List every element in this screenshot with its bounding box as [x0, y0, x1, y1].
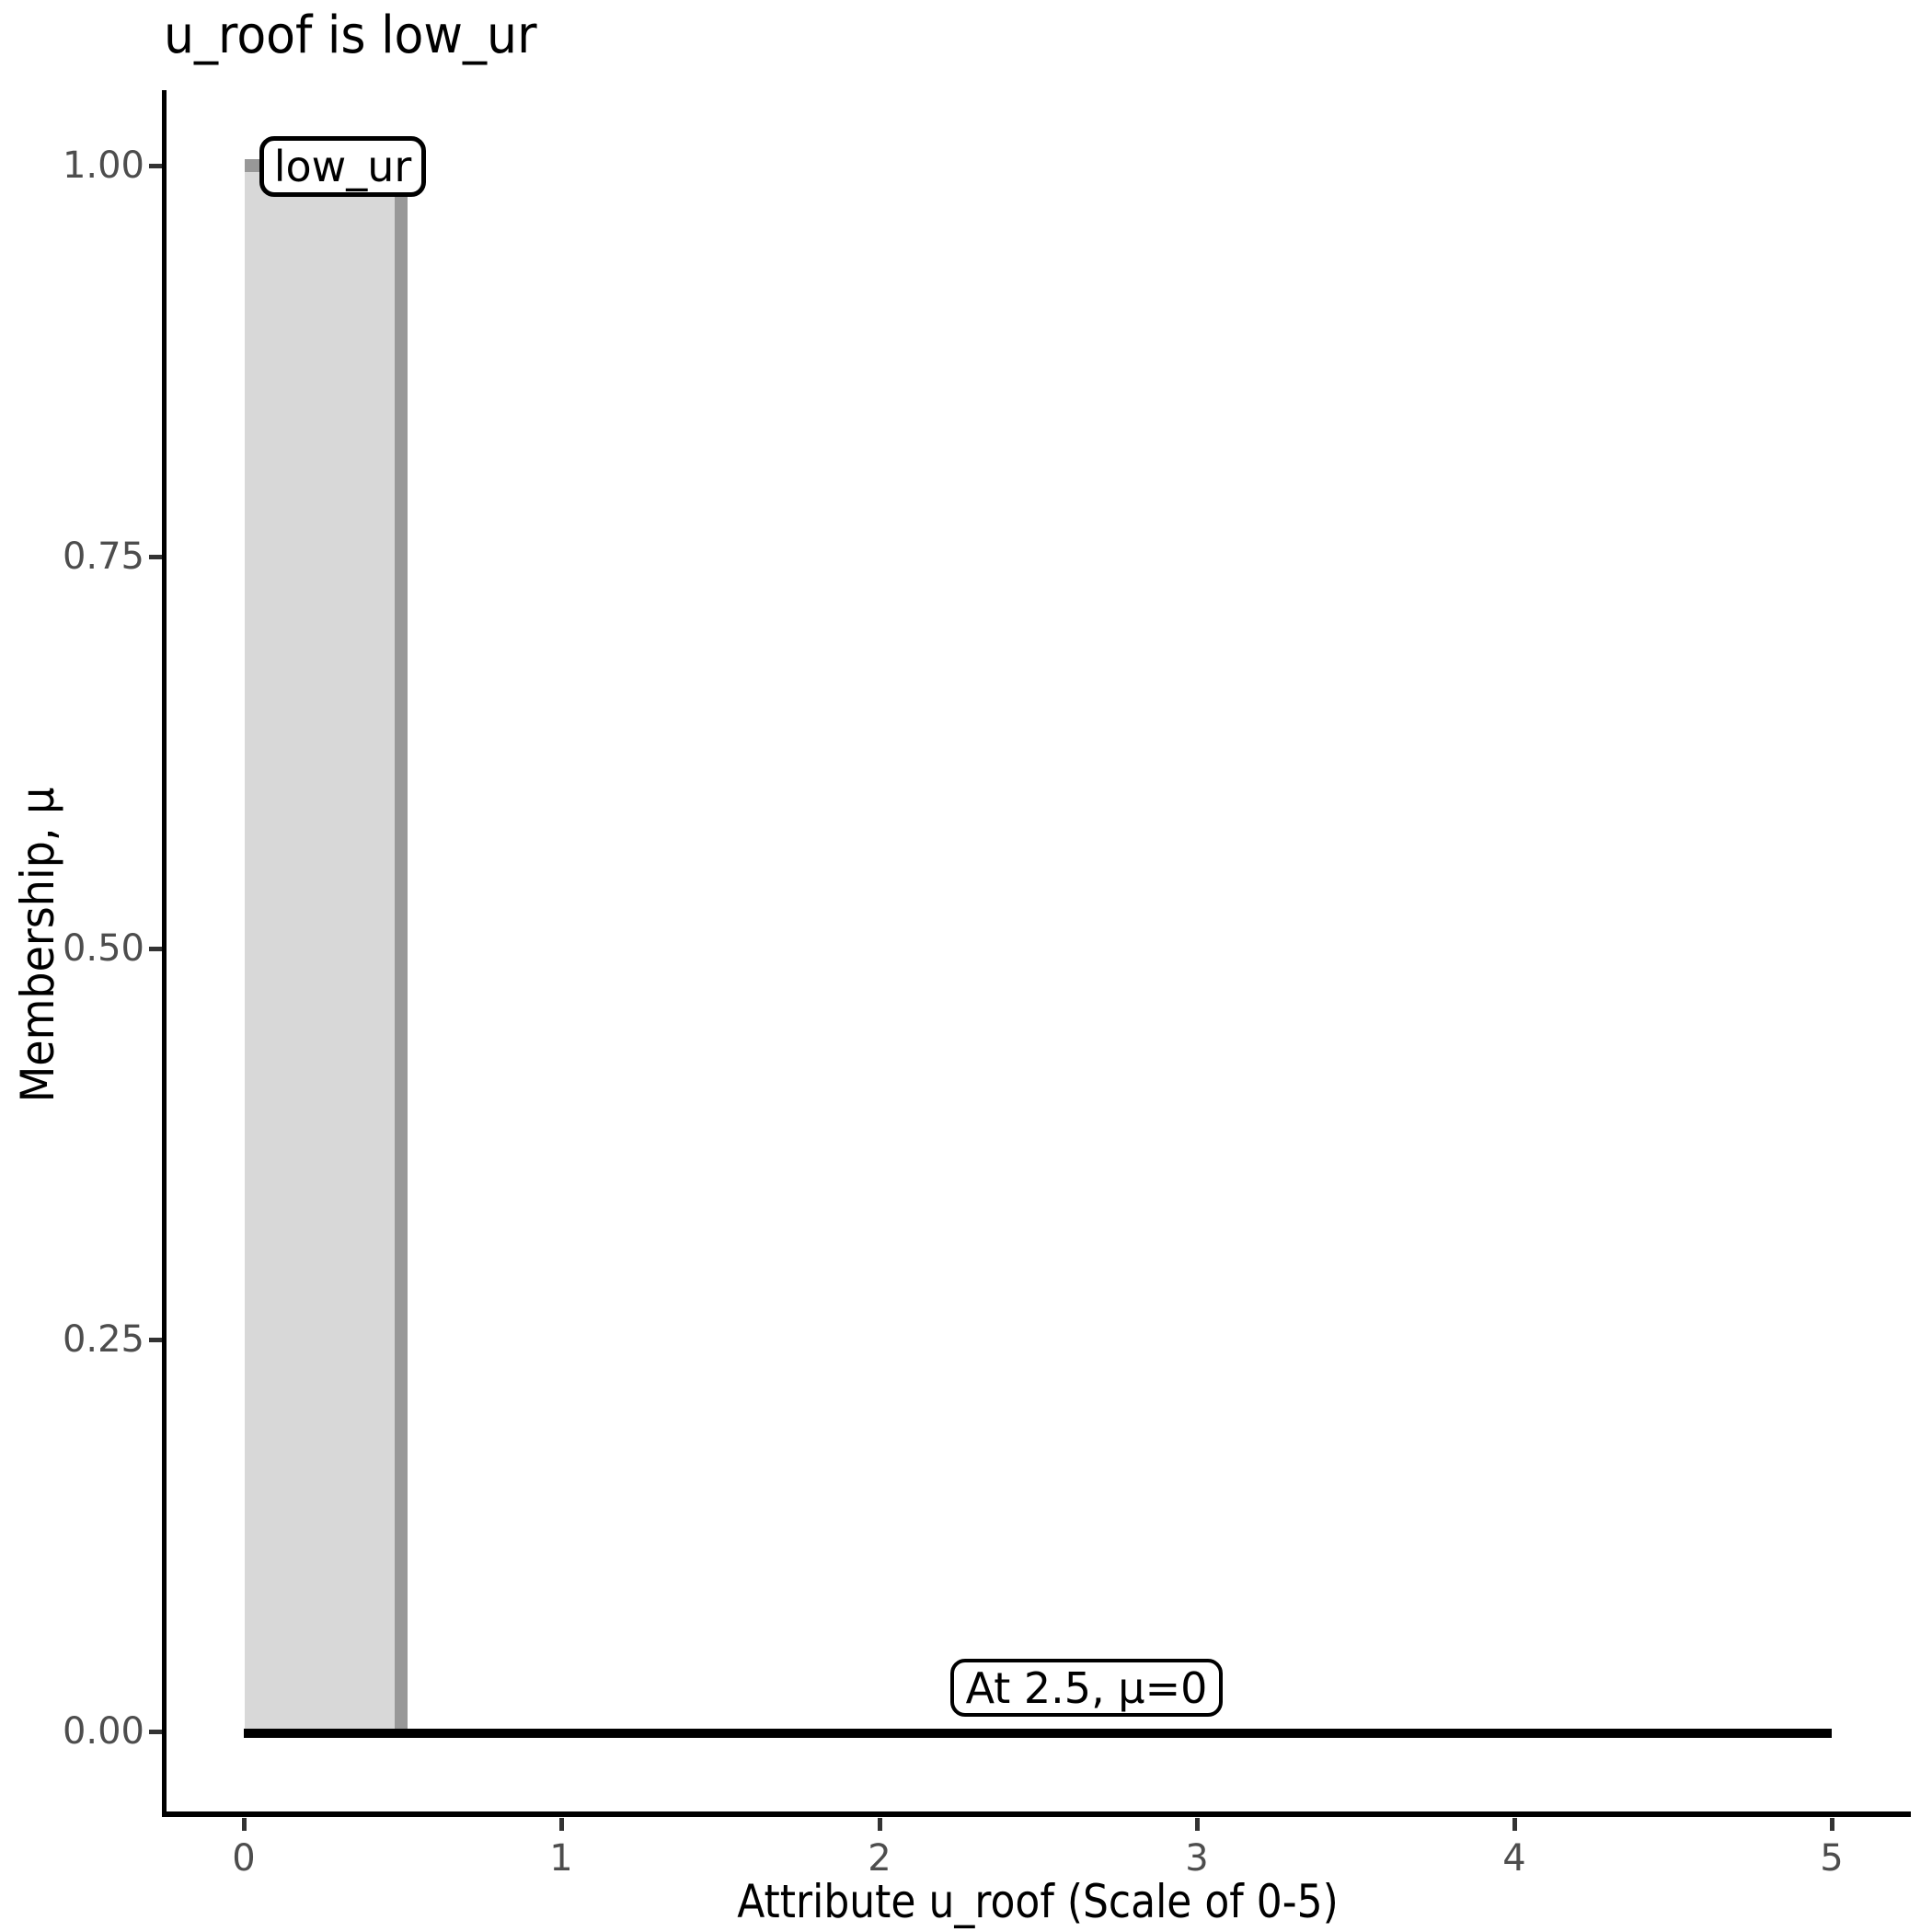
y-tick-1.00 [149, 164, 162, 168]
x-tick-0 [242, 1818, 247, 1831]
x-tick-2 [878, 1818, 882, 1831]
y-axis-title: Membership, μ [11, 787, 64, 1103]
y-tick-0.25 [149, 1338, 162, 1342]
x-tick-1 [559, 1818, 564, 1831]
x-tick-label: 3 [1185, 1837, 1209, 1880]
x-tick-label: 1 [549, 1837, 573, 1880]
point-annotation: At 2.5, μ=0 [950, 1659, 1223, 1717]
y-tick-0.50 [149, 947, 162, 951]
set-label-annotation: low_ur [259, 136, 426, 197]
x-tick-4 [1512, 1818, 1517, 1831]
x-tick-5 [1830, 1818, 1834, 1831]
x-tick-label: 0 [232, 1837, 256, 1880]
x-tick-label: 5 [1820, 1837, 1844, 1880]
x-axis-title: Attribute u_roof (Scale of 0-5) [737, 1875, 1339, 1928]
y-tick-0.00 [149, 1730, 162, 1734]
y-tick-0.75 [149, 555, 162, 559]
x-tick-label: 4 [1502, 1837, 1526, 1880]
point-annotation-text: At 2.5, μ=0 [965, 1662, 1208, 1713]
zero-membership-line [244, 1729, 1832, 1738]
membership-area-fill [245, 166, 408, 1730]
x-tick-3 [1195, 1818, 1200, 1831]
x-axis-line [162, 1811, 1911, 1817]
x-tick-label: 2 [868, 1837, 891, 1880]
y-tick-label: 0.25 [62, 1318, 144, 1361]
y-tick-label: 0.75 [62, 535, 144, 578]
set-label-text: low_ur [273, 142, 412, 191]
y-tick-label: 0.00 [62, 1710, 144, 1753]
membership-function-drop-line [395, 159, 408, 1734]
y-tick-label: 0.50 [62, 927, 144, 970]
chart-title: u_roof is low_ur [164, 6, 537, 65]
y-axis-line [162, 90, 167, 1817]
y-tick-label: 1.00 [62, 144, 144, 187]
